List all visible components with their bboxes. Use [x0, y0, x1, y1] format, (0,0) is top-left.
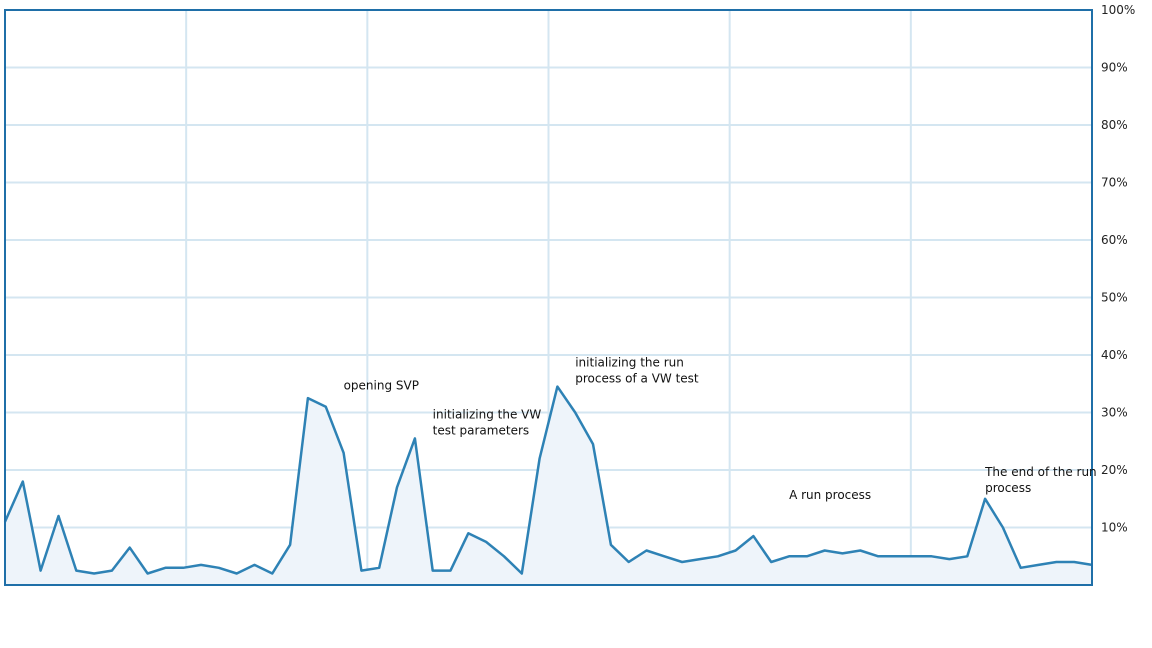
annotations: opening SVP initializing the VW test param…	[344, 356, 1097, 502]
annotation-text: test parameters	[433, 423, 529, 437]
y-tick-label: 70%	[1101, 176, 1128, 190]
annotation-text: A run process	[789, 488, 871, 502]
y-tick-label: 20%	[1101, 463, 1128, 477]
y-tick-label: 60%	[1101, 233, 1128, 247]
y-tick-label: 30%	[1101, 406, 1128, 420]
y-tick-label: 100%	[1101, 3, 1135, 17]
y-tick-label: 90%	[1101, 61, 1128, 75]
annotation: initializing the run process of a VW test	[575, 356, 699, 386]
annotation: The end of the run process	[984, 465, 1097, 495]
series-line	[3, 385, 1093, 575]
annotation: initializing the VW test parameters	[433, 407, 542, 437]
plot-frame	[4, 9, 1093, 586]
series-area-fill	[5, 386, 1092, 585]
annotation-text: opening SVP	[344, 379, 419, 393]
annotation: opening SVP	[344, 379, 419, 393]
y-tick-label: 40%	[1101, 348, 1128, 362]
y-tick-label: 10%	[1101, 521, 1128, 535]
y-axis-tick-labels: 10% 20% 30% 40% 50% 60% 70% 80% 90% 100%	[1101, 3, 1135, 535]
y-tick-label: 80%	[1101, 118, 1128, 132]
annotation-text: initializing the run	[575, 356, 684, 370]
annotation: A run process	[789, 488, 871, 502]
annotation-text: initializing the VW	[433, 407, 542, 421]
annotation-text: process	[985, 481, 1031, 495]
annotation-text: The end of the run	[984, 465, 1097, 479]
annotation-text: process of a VW test	[575, 372, 699, 386]
y-tick-label: 50%	[1101, 291, 1128, 305]
